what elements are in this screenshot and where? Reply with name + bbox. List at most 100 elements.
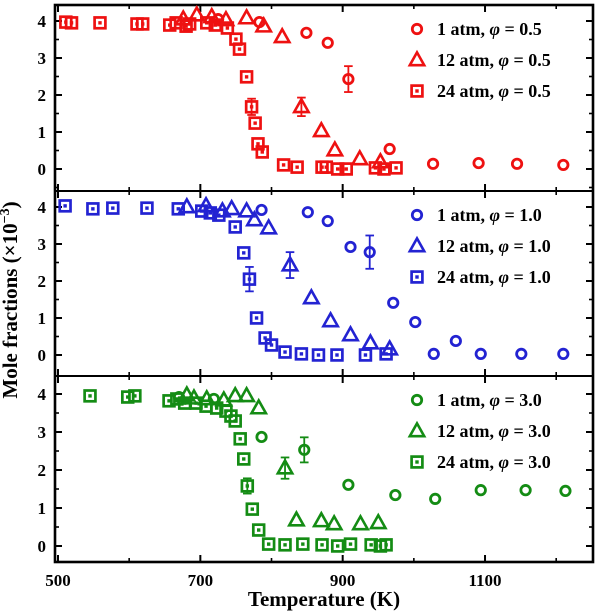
marker-square-dot	[140, 22, 145, 26]
marker-square	[179, 19, 193, 33]
marker-triangle	[407, 49, 427, 67]
marker-circle	[410, 208, 424, 222]
legend-item: 1 atm, φ = 3.0	[410, 390, 542, 410]
legend-label-post: = 0.5	[509, 50, 551, 70]
marker-square-dot	[176, 207, 180, 211]
ticks	[55, 5, 593, 562]
phi-symbol: φ	[499, 50, 510, 70]
marker-square-dot	[253, 121, 257, 125]
legend-label-post: = 3.0	[509, 421, 551, 441]
marker-square	[140, 201, 154, 215]
marker-triangle	[187, 4, 207, 22]
marker-square-dot	[281, 163, 286, 167]
marker-circle	[342, 72, 355, 86]
marker-circle	[510, 157, 524, 170]
marker-square-dot	[98, 21, 102, 25]
marker-circle	[363, 246, 376, 259]
marker-square	[364, 538, 378, 552]
marker-square-dot	[269, 343, 274, 347]
marker-square-dot	[208, 211, 213, 215]
legend-label-post: = 3.0	[500, 390, 542, 410]
marker-triangle	[407, 420, 427, 438]
frame	[53, 3, 595, 564]
marker-square	[379, 538, 393, 552]
legend-item: 1 atm, φ = 0.5	[410, 19, 542, 39]
phi-symbol: φ	[499, 236, 510, 256]
marker-square	[232, 42, 247, 56]
legend-label: 24 atm, φ = 0.5	[437, 81, 551, 101]
marker-square-dot	[63, 204, 67, 208]
legend-label-pre: 24 atm,	[437, 452, 499, 472]
legend-label-post: = 1.0	[509, 267, 551, 287]
legend-label: 12 atm, φ = 0.5	[437, 50, 551, 70]
legend-item: 24 atm, φ = 3.0	[410, 452, 551, 472]
marker-square-dot	[373, 166, 378, 170]
y-tick-label: 0	[38, 346, 47, 365]
marker-circle	[472, 156, 485, 170]
marker-square-dot	[111, 206, 115, 210]
legend-label-pre: 1 atm,	[437, 205, 490, 225]
marker-square	[182, 17, 197, 31]
marker-square-dot	[256, 528, 261, 532]
marker-square	[58, 199, 72, 213]
marker-square-dot	[348, 542, 353, 546]
legend-label-post: = 1.0	[500, 205, 542, 225]
legend-label: 24 atm, φ = 3.0	[437, 452, 551, 472]
marker-square-dot	[320, 543, 324, 547]
marker-square	[93, 16, 107, 30]
legend-item: 24 atm, φ = 1.0	[410, 267, 551, 287]
legend-item: 1 atm, φ = 1.0	[410, 205, 542, 225]
legend-label-post: = 1.0	[509, 236, 551, 256]
marker-square	[296, 537, 310, 551]
marker-square	[245, 502, 260, 516]
x-tick-label: 500	[45, 571, 71, 590]
y-tick-label: 4	[38, 198, 47, 217]
marker-triangle	[291, 96, 311, 114]
marker-circle	[383, 142, 396, 156]
y-tick-label: 3	[38, 423, 47, 442]
marker-square-dot	[299, 352, 304, 356]
marker-square	[83, 389, 97, 403]
marker-square	[240, 479, 255, 493]
marker-square	[86, 202, 100, 216]
marker-square	[220, 21, 235, 35]
marker-triangle	[275, 457, 295, 475]
marker-square	[358, 348, 373, 362]
marker-circle	[557, 347, 570, 360]
marker-circle	[387, 296, 400, 309]
marker-square-dot	[233, 419, 237, 423]
marker-circle	[409, 315, 422, 329]
x-tick-label: 1100	[468, 571, 501, 590]
legend-label-post: = 3.0	[509, 452, 551, 472]
y-tick-label: 3	[38, 235, 47, 254]
marker-square-dot	[91, 207, 95, 211]
marker-square-dot	[256, 142, 260, 146]
marker-square	[233, 432, 247, 446]
marker-triangle	[222, 198, 242, 216]
marker-square-dot	[184, 24, 188, 28]
y-axis-title: Mole fractions (×10−3)	[0, 201, 22, 398]
marker-square	[389, 161, 403, 175]
marker-square	[120, 390, 135, 404]
legend-label-post: = 0.5	[509, 81, 551, 101]
marker-triangle	[225, 385, 245, 403]
marker-circle	[427, 347, 440, 360]
panel-phi-0.5	[59, 4, 570, 176]
legend-label-pre: 12 atm,	[437, 50, 499, 70]
legend-label: 24 atm, φ = 1.0	[437, 267, 551, 287]
marker-triangle	[368, 512, 388, 530]
legend-phi-0.5: 1 atm, φ = 0.512 atm, φ = 0.524 atm, φ =…	[407, 19, 551, 101]
marker-triangle	[216, 9, 236, 27]
data-series	[58, 4, 572, 553]
marker-square	[248, 116, 262, 130]
plot-frame	[53, 3, 595, 564]
marker-square-dot	[384, 352, 388, 356]
marker-square	[278, 538, 292, 552]
marker-triangle	[272, 26, 292, 44]
marker-square-dot	[215, 406, 219, 410]
marker-square	[339, 162, 353, 176]
marker-square	[171, 202, 186, 216]
marker-square	[410, 270, 424, 284]
